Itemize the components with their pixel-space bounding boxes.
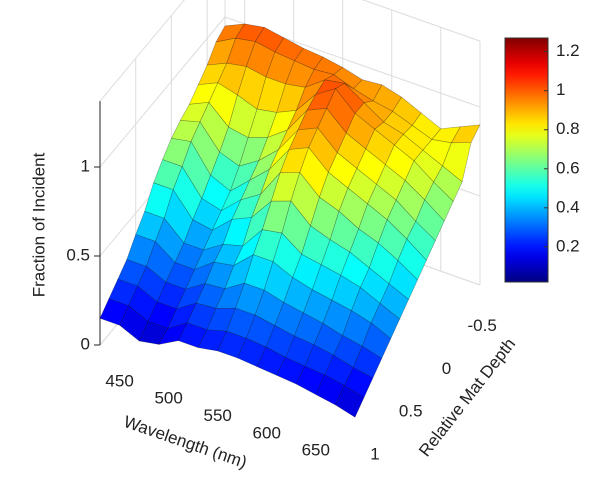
x-tick-label: 600 xyxy=(253,423,281,442)
surface-cell xyxy=(335,384,365,418)
z-axis-label: Fraction of Incident xyxy=(29,152,48,297)
wall-edge xyxy=(99,0,185,102)
wall-edge xyxy=(361,0,481,42)
z-tick-label: 1 xyxy=(81,156,90,175)
y-tick-label: -0.5 xyxy=(467,316,496,335)
y-tick-label: 1 xyxy=(370,444,379,463)
colorbar xyxy=(504,37,549,283)
x-tick-label: 650 xyxy=(302,441,330,460)
z-tick-label: 0.5 xyxy=(66,245,90,264)
colorbar-tick-label: 1.2 xyxy=(556,41,580,60)
y-tick-label: 0.5 xyxy=(399,402,423,421)
grid-line xyxy=(99,16,226,168)
colorbar-tick-label: 1 xyxy=(556,80,565,99)
colorbar-tick-label: 0.2 xyxy=(556,236,580,255)
x-tick-label: 450 xyxy=(105,371,133,390)
colorbar-tick-label: 0.8 xyxy=(556,119,580,138)
colorbar-tick-label: 0.4 xyxy=(556,197,580,216)
colorbar-tick-label: 0.6 xyxy=(556,158,580,177)
y-axis-label: Relative Mat Depth xyxy=(415,335,519,461)
x-tick-label: 550 xyxy=(204,406,232,425)
y-tick-label: 0 xyxy=(442,359,451,378)
z-tick-label: 0 xyxy=(81,334,90,353)
x-tick-label: 500 xyxy=(154,389,182,408)
